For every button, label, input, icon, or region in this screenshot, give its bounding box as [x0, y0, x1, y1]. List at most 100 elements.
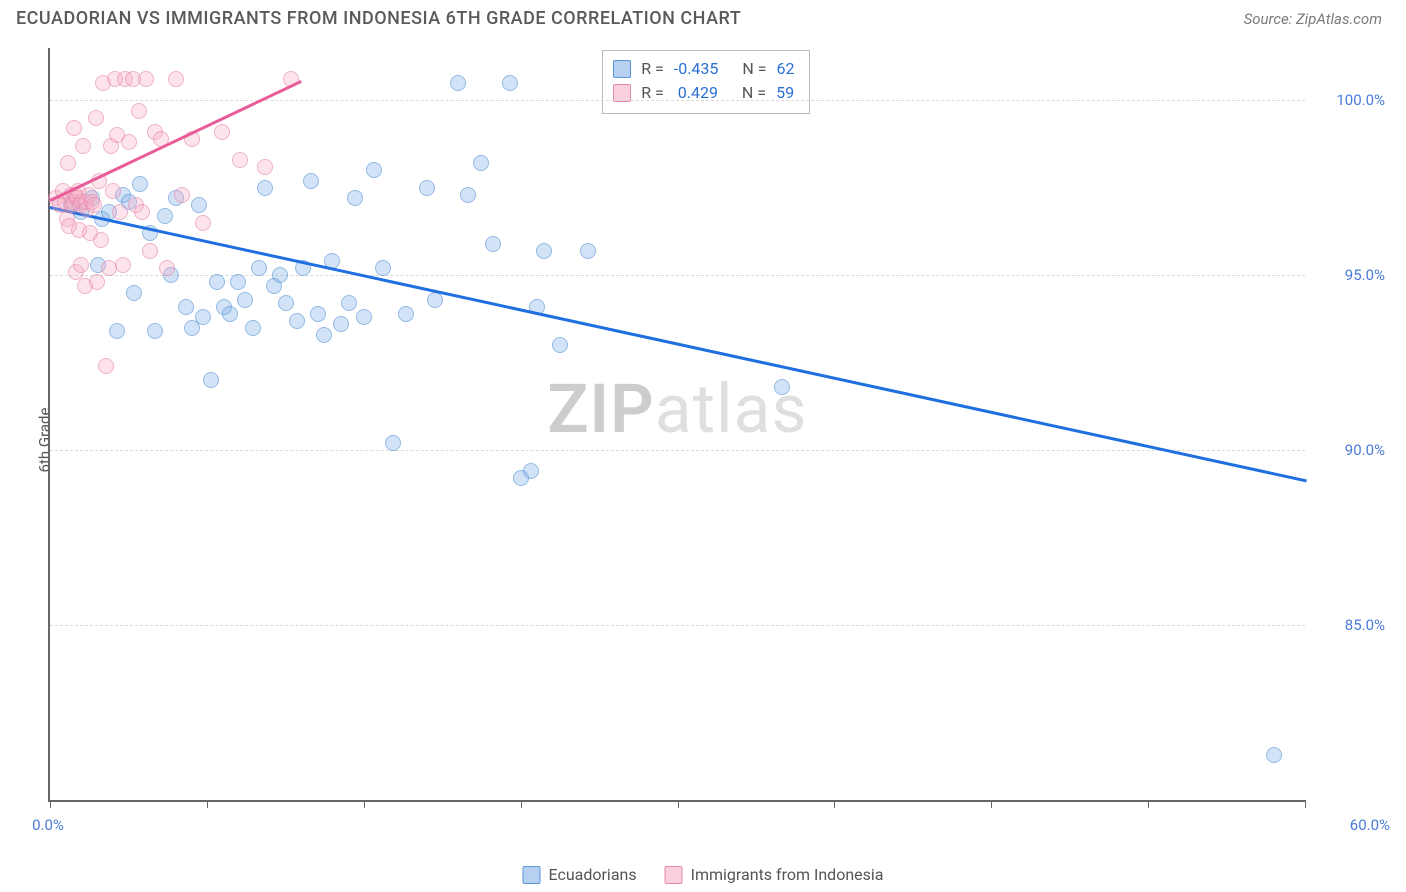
data-point	[356, 309, 372, 325]
data-point	[272, 267, 288, 283]
swatch-blue-icon	[613, 60, 631, 78]
data-point	[222, 306, 238, 322]
xtick	[1148, 800, 1149, 808]
xtick	[364, 800, 365, 808]
data-point	[774, 379, 790, 395]
data-point	[1266, 747, 1282, 763]
data-point	[209, 274, 225, 290]
data-point	[230, 274, 246, 290]
data-point	[245, 320, 261, 336]
data-point	[473, 155, 489, 171]
data-point	[251, 260, 267, 276]
data-point	[460, 187, 476, 203]
chart-title: ECUADORIAN VS IMMIGRANTS FROM INDONESIA …	[16, 8, 741, 29]
data-point	[316, 327, 332, 343]
xtick	[1305, 800, 1306, 808]
data-point	[195, 309, 211, 325]
data-point	[398, 306, 414, 322]
data-point	[385, 435, 401, 451]
data-point	[93, 232, 109, 248]
watermark: ZIPatlas	[547, 369, 807, 449]
legend-swatch-pink-icon	[665, 866, 683, 884]
data-point	[98, 358, 114, 374]
data-point	[341, 295, 357, 311]
data-point	[427, 292, 443, 308]
data-point	[75, 138, 91, 154]
source-label: Source: ZipAtlas.com	[1244, 10, 1382, 28]
data-point	[174, 187, 190, 203]
legend-item-2: Immigrants from Indonesia	[665, 865, 884, 884]
data-point	[142, 243, 158, 259]
data-point	[580, 243, 596, 259]
title-bar: ECUADORIAN VS IMMIGRANTS FROM INDONESIA …	[0, 0, 1406, 37]
data-point	[134, 204, 150, 220]
trend-line	[50, 206, 1308, 482]
stats-box: R = -0.435 N = 62 R = 0.429 N = 59	[602, 50, 809, 114]
swatch-pink-icon	[613, 84, 631, 102]
data-point	[237, 292, 253, 308]
data-point	[121, 134, 137, 150]
x-start-label: 0.0%	[32, 816, 64, 834]
data-point	[536, 243, 552, 259]
data-point	[450, 75, 466, 91]
data-point	[278, 295, 294, 311]
xtick	[50, 800, 51, 808]
xtick	[678, 800, 679, 808]
gridline	[50, 100, 1305, 101]
ytick-label: 100.0%	[1315, 91, 1385, 109]
gridline	[50, 625, 1305, 626]
data-point	[178, 299, 194, 315]
data-point	[333, 316, 349, 332]
data-point	[168, 71, 184, 87]
data-point	[502, 75, 518, 91]
r-value-1: -0.435	[674, 57, 719, 81]
data-point	[89, 274, 105, 290]
xtick	[991, 800, 992, 808]
data-point	[485, 236, 501, 252]
data-point	[60, 155, 76, 171]
plot-area: ZIPatlas R = -0.435 N = 62 R = 0.429 N =…	[48, 48, 1305, 802]
data-point	[132, 176, 148, 192]
xtick	[834, 800, 835, 808]
data-point	[303, 173, 319, 189]
data-point	[73, 257, 89, 273]
data-point	[310, 306, 326, 322]
legend-item-1: Ecuadorians	[523, 865, 637, 884]
ytick-label: 85.0%	[1315, 616, 1385, 634]
xtick	[521, 800, 522, 808]
data-point	[257, 159, 273, 175]
data-point	[232, 152, 248, 168]
data-point	[203, 372, 219, 388]
plot-wrap: 6th Grade ZIPatlas R = -0.435 N = 62 R =…	[48, 48, 1390, 832]
data-point	[131, 103, 147, 119]
legend-label-2: Immigrants from Indonesia	[691, 865, 884, 884]
data-point	[257, 180, 273, 196]
data-point	[147, 323, 163, 339]
data-point	[112, 204, 128, 220]
data-point	[88, 110, 104, 126]
data-point	[126, 285, 142, 301]
data-point	[347, 190, 363, 206]
data-point	[375, 260, 391, 276]
n-value-1: 62	[777, 57, 795, 81]
data-point	[523, 463, 539, 479]
stats-row-1: R = -0.435 N = 62	[613, 57, 794, 81]
gridline	[50, 450, 1305, 451]
xtick	[207, 800, 208, 808]
legend-label-1: Ecuadorians	[549, 865, 637, 884]
x-end-label: 60.0%	[1350, 816, 1390, 834]
data-point	[191, 197, 207, 213]
data-point	[552, 337, 568, 353]
data-point	[366, 162, 382, 178]
data-point	[195, 215, 211, 231]
data-point	[157, 208, 173, 224]
data-point	[289, 313, 305, 329]
data-point	[214, 124, 230, 140]
data-point	[419, 180, 435, 196]
data-point	[101, 260, 117, 276]
ytick-label: 90.0%	[1315, 441, 1385, 459]
data-point	[115, 257, 131, 273]
ytick-label: 95.0%	[1315, 266, 1385, 284]
data-point	[138, 71, 154, 87]
data-point	[109, 323, 125, 339]
